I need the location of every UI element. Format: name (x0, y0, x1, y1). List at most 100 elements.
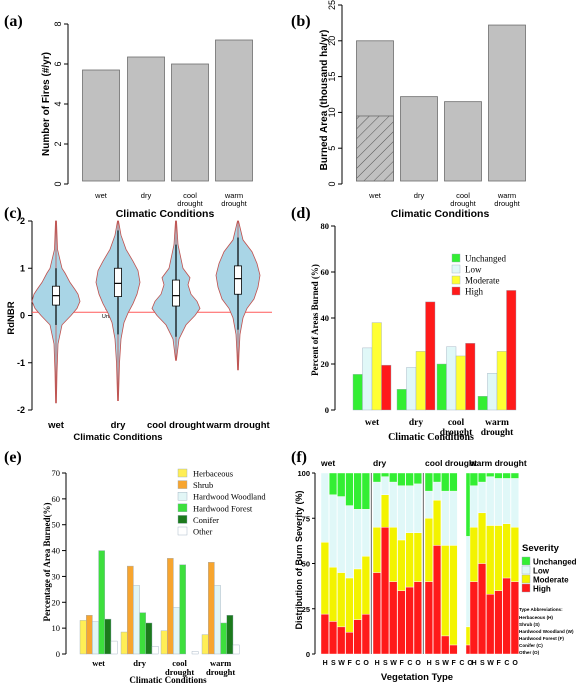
x-tick-label: dry (409, 418, 424, 428)
x-tick-label-line: O (512, 660, 518, 667)
stack-segment (353, 472, 362, 510)
stack-segment (510, 478, 519, 528)
bar (465, 343, 476, 411)
stack-segment (478, 512, 487, 564)
y-tick-label-line: 10 (52, 623, 61, 633)
stack-segment (337, 626, 346, 655)
bar (446, 346, 457, 411)
legend-label-line: Low (465, 265, 482, 275)
y-tick-label: 0 (327, 181, 337, 186)
x-axis-title: Vegetation Type (381, 672, 453, 683)
x-tick-label-line: C (407, 660, 412, 667)
bar (179, 564, 187, 655)
y-tick-label: 4 (53, 101, 63, 106)
x-tick-label: warm drought (481, 418, 514, 438)
stack-segment (510, 472, 519, 479)
bar (171, 63, 209, 182)
y-tick-label-line: -1 (17, 358, 25, 368)
y-tick-label: 0 (20, 311, 25, 321)
y-tick-label: 70 (52, 468, 61, 478)
x-tick-label-line: W (338, 660, 345, 667)
x-tick-label-line: warm drought (205, 420, 270, 431)
bar (207, 562, 215, 655)
bar (127, 56, 165, 182)
bar (415, 351, 426, 411)
legend-label: Other (193, 527, 213, 537)
x-tick-label: dry (111, 420, 127, 431)
y-axis-title-line: Burned Area (thousand ha/yr) (319, 30, 330, 171)
y-tick-label: 20 (327, 36, 337, 46)
x-tick-label: H (427, 660, 432, 667)
x-axis-title-line: Vegetation Type (381, 672, 453, 683)
y-tick-label: -2 (17, 405, 25, 415)
stack-segment (449, 490, 458, 546)
stack-segment (424, 581, 433, 655)
abbrev-item-line: Herbaceous (H) (519, 615, 553, 620)
y-tick-label: 8 (53, 21, 63, 26)
x-tick-label: cool drought (147, 420, 206, 431)
x-tick-label-line: warm (224, 191, 243, 200)
legend-label: Unchanged (465, 254, 506, 264)
legend-label-line: Unchanged (465, 254, 506, 264)
legend-label: Conifer (193, 515, 219, 525)
x-tick-label-line: drought (440, 428, 473, 438)
abbrev-item: Other (O) (519, 650, 540, 655)
x-tick-label-line: wet (368, 191, 382, 200)
legend-label-line: Herbaceous (193, 469, 233, 479)
stack-segment (486, 525, 495, 595)
y-tick-label-line: 15 (327, 72, 337, 82)
stack-segment (397, 539, 406, 591)
y-tick-label-line: 1 (20, 263, 25, 273)
x-tick-label-line: drought (206, 667, 235, 677)
x-tick-label: O (415, 660, 421, 667)
stack-segment (381, 476, 390, 495)
bar (381, 364, 392, 411)
x-tick-label-line: dry (133, 658, 147, 668)
legend-label: Hardwood Forest (193, 503, 253, 513)
y-tick-label: 0 (56, 649, 60, 659)
y-tick-label-line: 30 (52, 571, 61, 581)
stack-segment (345, 632, 354, 655)
stack-segment (494, 590, 503, 655)
legend-label-line: Conifer (193, 515, 219, 525)
abbrev-title-line: Type Abbreviations: (519, 607, 563, 612)
y-tick-label: 25 (327, 0, 337, 10)
bar (406, 367, 417, 411)
x-tick-label-line: dry (409, 418, 424, 428)
x-axis-title-line: Climatic Conditions (388, 432, 474, 443)
stack-segment (441, 472, 450, 492)
stack-segment (361, 472, 370, 510)
y-tick-label: 10 (327, 107, 337, 117)
legend-label-line: High (533, 585, 551, 594)
x-tick-label: cool drought (177, 191, 203, 208)
x-tick-label: H (323, 660, 328, 667)
panel-letter-line: (e) (4, 449, 22, 466)
stack-segment (361, 556, 370, 615)
abbrev-item: Hardwood Forest (F) (519, 636, 564, 641)
y-axis-title: Percent of Areas Burned (%) (310, 264, 320, 376)
stack-segment (345, 505, 354, 579)
stack-segment (329, 566, 338, 622)
legend-swatch (177, 468, 188, 478)
x-tick-label: F (452, 660, 457, 667)
bar (496, 351, 507, 411)
x-tick-label-line: F (400, 660, 405, 667)
x-tick-label: W (442, 660, 449, 667)
y-tick-label-line: 50 (52, 520, 61, 530)
x-tick-label: C (355, 660, 360, 667)
x-tick-label-line: drought (177, 199, 203, 208)
legend-label: Moderate (533, 576, 569, 585)
y-tick-label: 1 (20, 263, 25, 273)
group-label-line: cool drought (425, 458, 477, 468)
x-tick-label: dry (133, 658, 147, 668)
x-tick-label-line: S (331, 660, 336, 667)
bar (173, 607, 180, 655)
stack-segment (449, 545, 458, 646)
x-tick-label-line: O (363, 660, 369, 667)
bar (145, 622, 153, 655)
y-axis-title: Number of Fires (#/yr) (41, 52, 52, 156)
legend-label-line: Hardwood Forest (193, 503, 253, 513)
x-tick-label-line: wet (92, 658, 105, 668)
x-tick-label-line: cool drought (147, 420, 206, 431)
stack-segment (469, 485, 478, 528)
